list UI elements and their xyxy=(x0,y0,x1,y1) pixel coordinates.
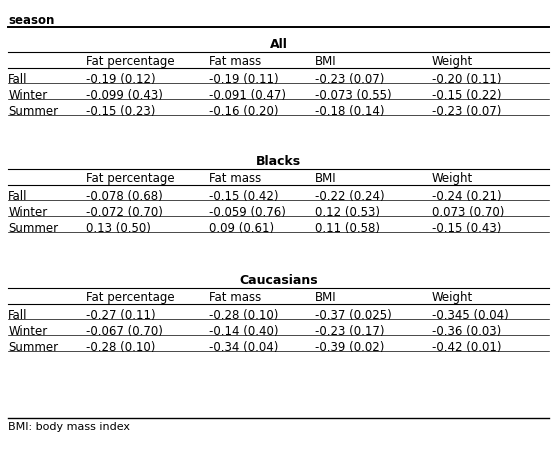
Text: Weight: Weight xyxy=(432,55,473,68)
Text: 0.12 (0.53): 0.12 (0.53) xyxy=(315,206,380,219)
Text: -0.23 (0.07): -0.23 (0.07) xyxy=(315,73,384,86)
Text: -0.39 (0.02): -0.39 (0.02) xyxy=(315,341,384,354)
Text: 0.11 (0.58): 0.11 (0.58) xyxy=(315,222,380,235)
Text: BMI: BMI xyxy=(315,55,336,68)
Text: Fall: Fall xyxy=(8,190,28,203)
Text: Caucasians: Caucasians xyxy=(239,274,318,287)
Text: -0.15 (0.23): -0.15 (0.23) xyxy=(86,105,156,118)
Text: -0.36 (0.03): -0.36 (0.03) xyxy=(432,325,501,338)
Text: Weight: Weight xyxy=(432,291,473,304)
Text: Winter: Winter xyxy=(8,325,47,338)
Text: Fat percentage: Fat percentage xyxy=(86,55,175,68)
Text: Fat mass: Fat mass xyxy=(209,291,261,304)
Text: Fat mass: Fat mass xyxy=(209,172,261,185)
Text: Fat mass: Fat mass xyxy=(209,55,261,68)
Text: -0.20 (0.11): -0.20 (0.11) xyxy=(432,73,501,86)
Text: 0.09 (0.61): 0.09 (0.61) xyxy=(209,222,274,235)
Text: Fall: Fall xyxy=(8,73,28,86)
Text: -0.073 (0.55): -0.073 (0.55) xyxy=(315,89,392,102)
Text: 0.13 (0.50): 0.13 (0.50) xyxy=(86,222,151,235)
Text: Summer: Summer xyxy=(8,222,58,235)
Text: -0.15 (0.22): -0.15 (0.22) xyxy=(432,89,501,102)
Text: -0.15 (0.43): -0.15 (0.43) xyxy=(432,222,501,235)
Text: -0.067 (0.70): -0.067 (0.70) xyxy=(86,325,163,338)
Text: -0.078 (0.68): -0.078 (0.68) xyxy=(86,190,163,203)
Text: -0.28 (0.10): -0.28 (0.10) xyxy=(209,309,278,322)
Text: -0.34 (0.04): -0.34 (0.04) xyxy=(209,341,278,354)
Text: -0.345 (0.04): -0.345 (0.04) xyxy=(432,309,509,322)
Text: -0.23 (0.07): -0.23 (0.07) xyxy=(432,105,501,118)
Text: Fall: Fall xyxy=(8,309,28,322)
Text: -0.18 (0.14): -0.18 (0.14) xyxy=(315,105,384,118)
Text: Winter: Winter xyxy=(8,206,47,219)
Text: BMI: BMI xyxy=(315,291,336,304)
Text: -0.28 (0.10): -0.28 (0.10) xyxy=(86,341,156,354)
Text: -0.099 (0.43): -0.099 (0.43) xyxy=(86,89,163,102)
Text: -0.27 (0.11): -0.27 (0.11) xyxy=(86,309,156,322)
Text: Summer: Summer xyxy=(8,105,58,118)
Text: -0.37 (0.025): -0.37 (0.025) xyxy=(315,309,392,322)
Text: BMI: body mass index: BMI: body mass index xyxy=(8,422,130,432)
Text: -0.14 (0.40): -0.14 (0.40) xyxy=(209,325,278,338)
Text: Winter: Winter xyxy=(8,89,47,102)
Text: BMI: BMI xyxy=(315,172,336,185)
Text: -0.15 (0.42): -0.15 (0.42) xyxy=(209,190,278,203)
Text: Summer: Summer xyxy=(8,341,58,354)
Text: Fat percentage: Fat percentage xyxy=(86,172,175,185)
Text: -0.059 (0.76): -0.059 (0.76) xyxy=(209,206,286,219)
Text: -0.072 (0.70): -0.072 (0.70) xyxy=(86,206,163,219)
Text: -0.19 (0.11): -0.19 (0.11) xyxy=(209,73,278,86)
Text: -0.42 (0.01): -0.42 (0.01) xyxy=(432,341,501,354)
Text: -0.22 (0.24): -0.22 (0.24) xyxy=(315,190,384,203)
Text: 0.073 (0.70): 0.073 (0.70) xyxy=(432,206,504,219)
Text: -0.23 (0.17): -0.23 (0.17) xyxy=(315,325,384,338)
Text: -0.19 (0.12): -0.19 (0.12) xyxy=(86,73,156,86)
Text: Weight: Weight xyxy=(432,172,473,185)
Text: -0.16 (0.20): -0.16 (0.20) xyxy=(209,105,278,118)
Text: Blacks: Blacks xyxy=(256,155,301,168)
Text: -0.091 (0.47): -0.091 (0.47) xyxy=(209,89,286,102)
Text: Fat percentage: Fat percentage xyxy=(86,291,175,304)
Text: -0.24 (0.21): -0.24 (0.21) xyxy=(432,190,501,203)
Text: All: All xyxy=(270,38,287,51)
Text: season: season xyxy=(8,14,55,27)
